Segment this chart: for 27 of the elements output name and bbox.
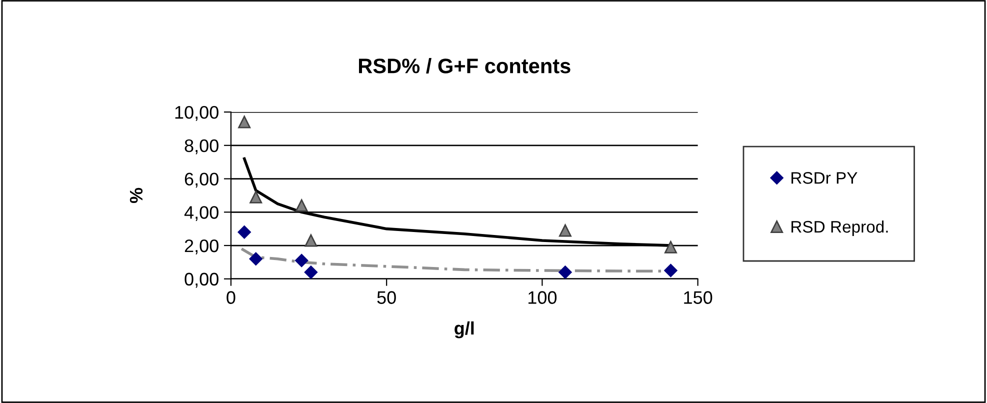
point	[558, 266, 572, 279]
x-axis-title: g/l	[454, 321, 474, 338]
point	[238, 116, 251, 128]
x-tick-label: 50	[377, 291, 396, 304]
y-tick-label: 0,00	[184, 272, 218, 288]
point	[295, 199, 308, 212]
point	[558, 224, 572, 237]
x-tick-label: 150	[684, 291, 712, 304]
point	[295, 254, 308, 268]
point	[249, 252, 262, 266]
point	[238, 226, 251, 239]
y-axis-title: %	[130, 188, 143, 204]
y-tick-label: 8,00	[184, 139, 218, 154]
legend-label: RSDr PY	[792, 172, 858, 184]
x-tick-label: 100	[528, 291, 557, 304]
y-tick-label: 10,00	[175, 106, 218, 121]
point	[250, 190, 262, 204]
y-tick-label: 2,00	[184, 239, 218, 254]
point	[304, 234, 318, 247]
chart-title: RSD% / G+F contents	[358, 58, 570, 74]
point	[664, 240, 677, 254]
y-tick-label: 4,00	[184, 206, 218, 221]
y-tick-label: 6,00	[184, 172, 218, 188]
x-tick-label: 0	[226, 291, 236, 304]
legend-label: RSD Reprod.	[792, 220, 888, 236]
point	[664, 264, 678, 278]
point	[304, 266, 318, 279]
